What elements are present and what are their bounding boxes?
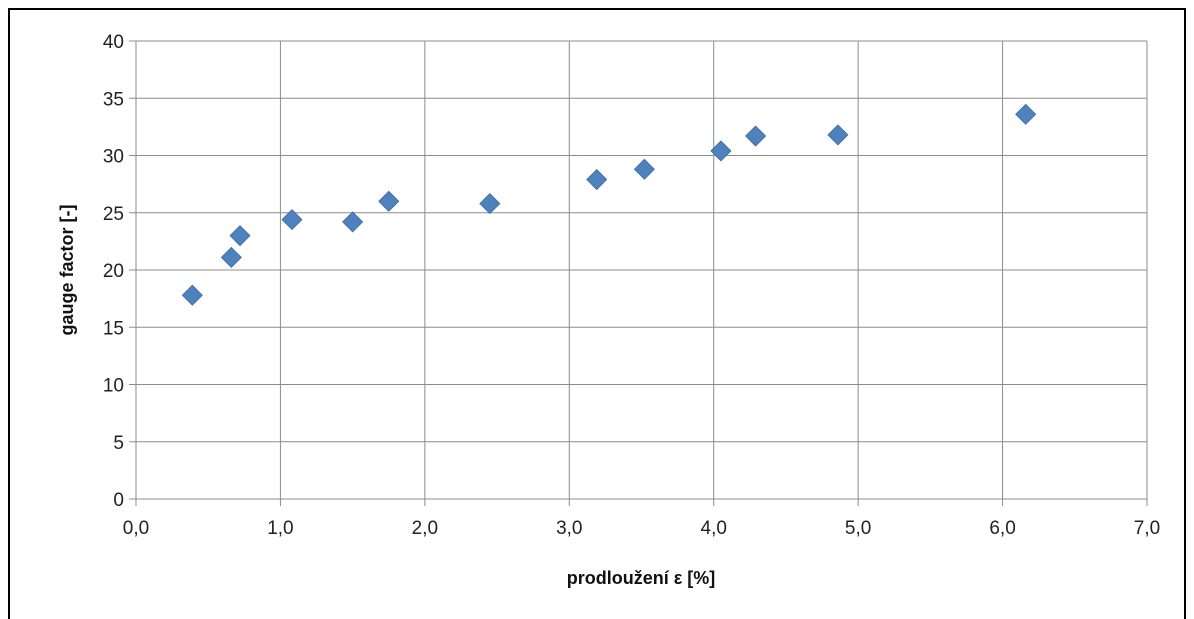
x-tick-label: 3,0 bbox=[556, 518, 582, 539]
y-tick-label: 25 bbox=[103, 204, 124, 225]
x-tick-label: 2,0 bbox=[412, 518, 438, 539]
x-axis-title: prodloužení ε [%] bbox=[567, 568, 716, 588]
data-point bbox=[1015, 103, 1037, 125]
x-tick-labels: 0,0 1,0 2,0 3,0 4,0 5,0 6,0 7,0 bbox=[123, 518, 1160, 539]
axes bbox=[129, 40, 1148, 506]
y-tick-label: 35 bbox=[103, 89, 124, 110]
data-point bbox=[342, 211, 364, 233]
x-tick-label: 7,0 bbox=[1134, 518, 1160, 539]
y-axis-title: gauge factor [-] bbox=[57, 204, 77, 335]
x-tick-label: 6,0 bbox=[989, 518, 1015, 539]
data-point bbox=[633, 158, 655, 180]
y-tick-label: 0 bbox=[113, 490, 124, 511]
y-tick-label: 20 bbox=[103, 261, 124, 282]
x-tick-label: 4,0 bbox=[701, 518, 727, 539]
data-point bbox=[745, 125, 767, 147]
chart-frame bbox=[8, 8, 1186, 619]
x-tick-label: 5,0 bbox=[845, 518, 871, 539]
x-tick-label: 1,0 bbox=[267, 518, 293, 539]
data-point bbox=[827, 124, 849, 146]
grid-lines bbox=[136, 40, 1148, 499]
data-point bbox=[378, 190, 400, 212]
data-point bbox=[181, 284, 203, 306]
y-tick-label: 30 bbox=[103, 147, 124, 168]
data-point bbox=[586, 168, 608, 191]
data-points bbox=[181, 103, 1037, 306]
data-point bbox=[281, 209, 303, 231]
y-tick-label: 40 bbox=[103, 32, 124, 53]
y-tick-label: 15 bbox=[103, 318, 124, 339]
data-point bbox=[229, 225, 251, 247]
y-tick-label: 5 bbox=[113, 433, 124, 454]
data-point bbox=[479, 193, 501, 215]
data-point bbox=[710, 140, 732, 162]
y-tick-labels: 0 5 10 15 20 25 30 35 40 bbox=[103, 32, 124, 511]
y-tick-label: 10 bbox=[103, 376, 124, 397]
x-tick-label: 0,0 bbox=[123, 518, 149, 539]
data-point bbox=[220, 246, 242, 268]
